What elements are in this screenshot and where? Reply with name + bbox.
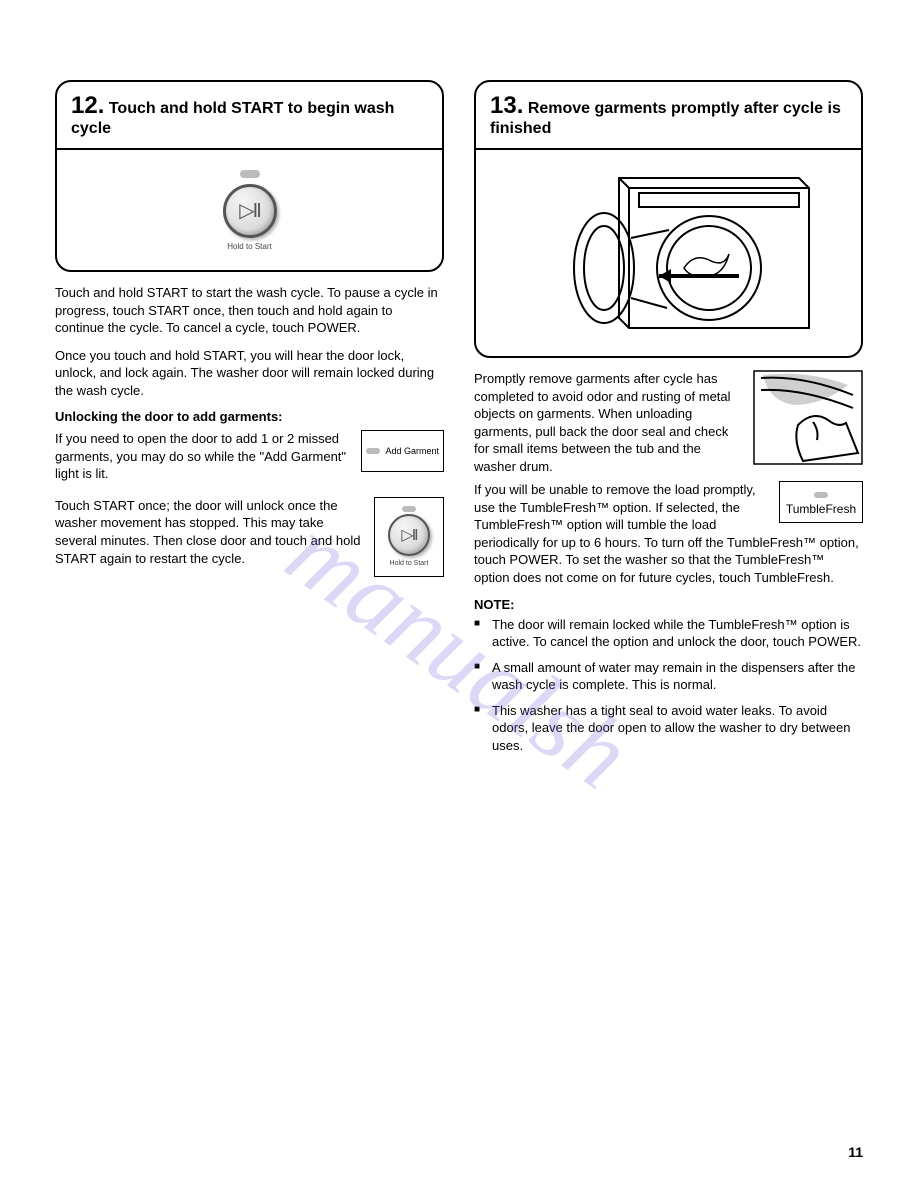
step-12-header: 12. Touch and hold START to begin wash c…: [57, 82, 442, 150]
washer-icon: [509, 158, 829, 348]
unlock-paragraph-2: Touch START once; the door will unlock o…: [55, 497, 364, 567]
step-13-body: [476, 150, 861, 356]
start-led-icon: [240, 170, 260, 178]
restart-row: Touch START once; the door will unlock o…: [55, 497, 444, 577]
add-garment-led-icon: [366, 448, 380, 454]
step-12-body: ▷II Hold to Start: [57, 150, 442, 270]
add-garment-row: If you need to open the door to add 1 or…: [55, 430, 444, 483]
small-start-button-icon: ▷II: [388, 514, 430, 556]
step-12-box: 12. Touch and hold START to begin wash c…: [55, 80, 444, 272]
play-pause-icon: ▷II: [239, 198, 260, 223]
door-seal-illustration-box: [753, 370, 863, 470]
step-13-number: 13.: [490, 92, 523, 119]
tumblefresh-label: TumbleFresh: [786, 502, 856, 516]
note-item: A small amount of water may remain in th…: [474, 659, 863, 694]
start-button-icon: ▷II: [223, 184, 277, 238]
step-12-number: 12.: [71, 92, 104, 119]
note-item: This washer has a tight seal to avoid wa…: [474, 702, 863, 755]
washer-illustration-wrap: [484, 158, 853, 348]
start-button-small-box: ▷II Hold to Start: [374, 497, 444, 577]
step12-paragraph-2: Once you touch and hold START, you will …: [55, 347, 444, 400]
step-13-title: Remove garments promptly after cycle is …: [490, 100, 841, 137]
tumblefresh-indicator-box: TumbleFresh: [779, 481, 863, 523]
step-13-box: 13. Remove garments promptly after cycle…: [474, 80, 863, 358]
start-button-group: ▷II Hold to Start: [223, 170, 277, 251]
two-column-layout: 12. Touch and hold START to begin wash c…: [55, 80, 863, 762]
add-garment-label: Add Garment: [385, 446, 439, 456]
step-12-title: Touch and hold START to begin wash cycle: [71, 100, 394, 137]
note-item: The door will remain locked while the Tu…: [474, 616, 863, 651]
hold-to-start-label: Hold to Start: [227, 242, 271, 251]
step12-paragraph-1: Touch and hold START to start the wash c…: [55, 284, 444, 337]
right-column: 13. Remove garments promptly after cycle…: [474, 80, 863, 762]
small-start-led-icon: [402, 506, 416, 512]
notes-list: The door will remain locked while the Tu…: [474, 616, 863, 755]
unlock-paragraph-1: If you need to open the door to add 1 or…: [55, 430, 351, 483]
unlock-heading: Unlocking the door to add garments:: [55, 409, 444, 424]
step-13-header: 13. Remove garments promptly after cycle…: [476, 82, 861, 150]
tumblefresh-led-icon: [814, 492, 828, 498]
small-hold-label: Hold to Start: [390, 560, 429, 567]
left-column: 12. Touch and hold START to begin wash c…: [55, 80, 444, 762]
small-play-pause-icon: ▷II: [401, 525, 416, 545]
door-seal-icon: [753, 370, 863, 465]
page-number: 11: [848, 1144, 863, 1160]
add-garment-indicator-box: Add Garment: [361, 430, 444, 472]
note-heading: NOTE:: [474, 597, 863, 612]
